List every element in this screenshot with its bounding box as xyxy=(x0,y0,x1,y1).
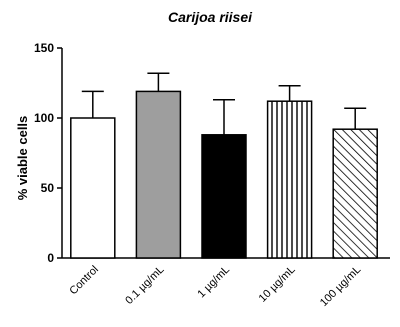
y-tick-label: 0 xyxy=(47,251,54,265)
y-tick-label: 150 xyxy=(34,41,54,55)
x-tick-label: Control xyxy=(67,264,101,298)
bar-1 xyxy=(70,117,116,259)
x-tick-label: 10 µg/mL xyxy=(257,264,298,305)
bar-2 xyxy=(135,90,182,259)
x-tick-label: 100 µg/mL xyxy=(318,264,363,309)
x-tick-label: 1 µg/mL xyxy=(195,264,232,301)
chart-title: Carijoa riisei xyxy=(168,9,253,25)
x-tick-label: 0.1 µg/mL xyxy=(123,264,166,307)
y-tick-label: 100 xyxy=(34,111,54,125)
bar-5 xyxy=(332,128,378,259)
y-axis-label: % viable cells xyxy=(15,116,30,201)
bar-3 xyxy=(201,134,247,259)
y-tick-label: 50 xyxy=(41,181,55,195)
bar-4 xyxy=(266,100,313,259)
